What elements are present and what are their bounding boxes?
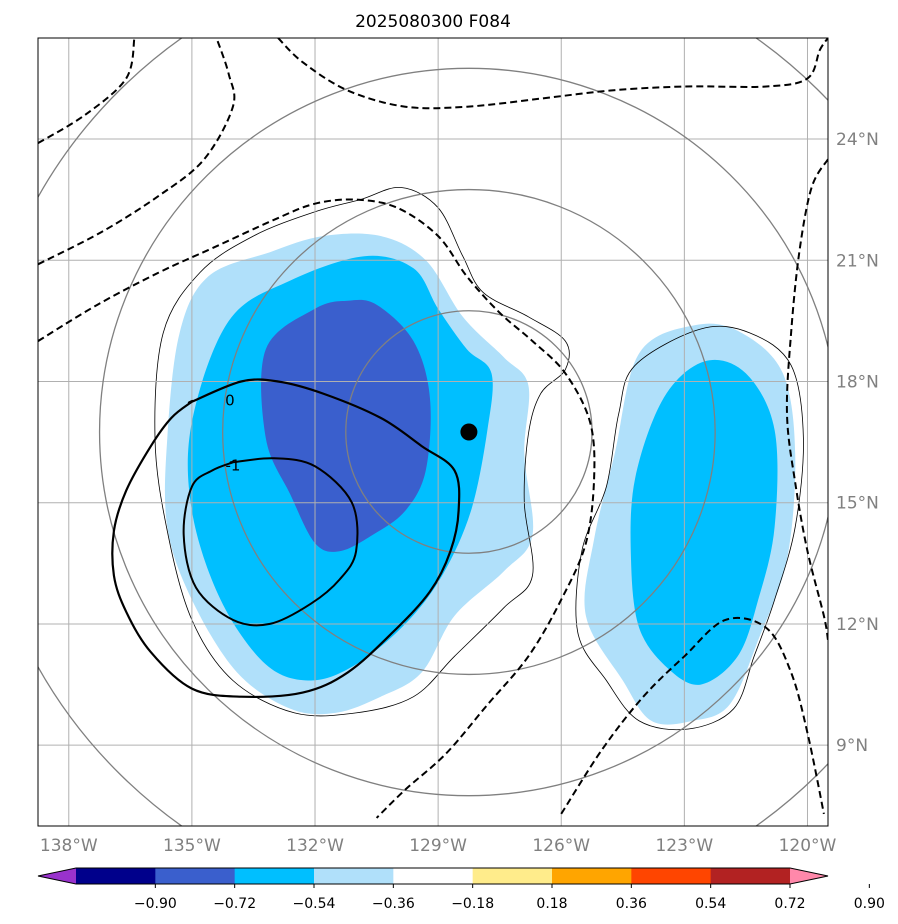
range-ring xyxy=(222,188,716,676)
dashed-contour-6 xyxy=(560,616,825,815)
colorbar-tick-label: 0.36 xyxy=(616,896,647,912)
marker-layer xyxy=(460,423,478,441)
colorbar-segment xyxy=(155,868,236,884)
contour-label: -1 xyxy=(225,456,240,474)
dashed-contour-5 xyxy=(277,38,828,110)
colorbar-segment xyxy=(710,868,791,884)
lon-tick-label: 132°W xyxy=(286,836,344,856)
colorbar-tick-label: −0.90 xyxy=(134,896,177,912)
colorbar-tick-label: −0.72 xyxy=(213,896,256,912)
lon-tick-label: 123°W xyxy=(655,836,713,856)
colorbar-segment xyxy=(234,868,315,884)
lon-tick-label: 120°W xyxy=(779,836,837,856)
colorbar-segment xyxy=(314,868,394,884)
contour-label: 0 xyxy=(225,392,235,410)
colorbar-segment xyxy=(393,868,474,884)
lat-tick-label: 9°N xyxy=(836,736,868,756)
lon-tick-label: 129°W xyxy=(409,836,467,856)
colorbar-extend-low xyxy=(38,868,76,884)
lon-tick-label: 135°W xyxy=(163,836,221,856)
gridlines xyxy=(38,38,828,826)
colorbar-segment xyxy=(631,868,712,884)
plot-frame xyxy=(37,37,829,827)
colorbar-tick-label: 0.54 xyxy=(695,896,726,912)
lon-tick-label: 126°W xyxy=(532,836,590,856)
lat-tick-label: 12°N xyxy=(836,615,879,635)
axis-labels: 138°W 135°W 132°W 129°W 126°W 123°W 120°W 9°N 12… xyxy=(40,130,879,856)
colorbar-tick-label: −0.18 xyxy=(451,896,494,912)
solid-contour-1 xyxy=(182,457,359,627)
colorbar-tick-label: 0.90 xyxy=(854,896,885,912)
colorbar-segment xyxy=(552,868,632,884)
colorbar-tick-label: 0.18 xyxy=(536,896,567,912)
filled-region-3 xyxy=(630,359,778,685)
center-marker xyxy=(460,423,478,441)
dashed-contour-4 xyxy=(38,198,596,819)
colorbar-segment xyxy=(472,868,553,884)
colorbar-outline xyxy=(37,867,829,885)
lat-tick-label: 15°N xyxy=(836,494,879,514)
colorbar-tick-label: 0.72 xyxy=(774,896,805,912)
colorbar-tick-label: −0.54 xyxy=(293,896,336,912)
colorbar-extend-high xyxy=(790,868,828,884)
colorbar: −0.90 −0.72 −0.54 −0.36 −0.18 0.18 0.36 0.54 0.7… xyxy=(37,867,885,912)
solid-contour-0 xyxy=(111,378,461,699)
lat-tick-label: 18°N xyxy=(836,372,879,392)
contour-lines: 0 -1 xyxy=(38,38,828,819)
colorbar-tick-label: −0.36 xyxy=(372,896,415,912)
range-ring xyxy=(99,67,828,797)
lat-tick-label: 21°N xyxy=(836,251,879,271)
dashed-contour-7 xyxy=(785,158,828,641)
colorbar-segment xyxy=(76,868,156,884)
lon-tick-label: 138°W xyxy=(40,836,98,856)
chart-title: 2025080300 F084 xyxy=(355,12,511,32)
dashed-contour-3 xyxy=(38,38,236,266)
lat-tick-label: 24°N xyxy=(836,130,879,150)
dashed-contour-2 xyxy=(38,38,136,144)
